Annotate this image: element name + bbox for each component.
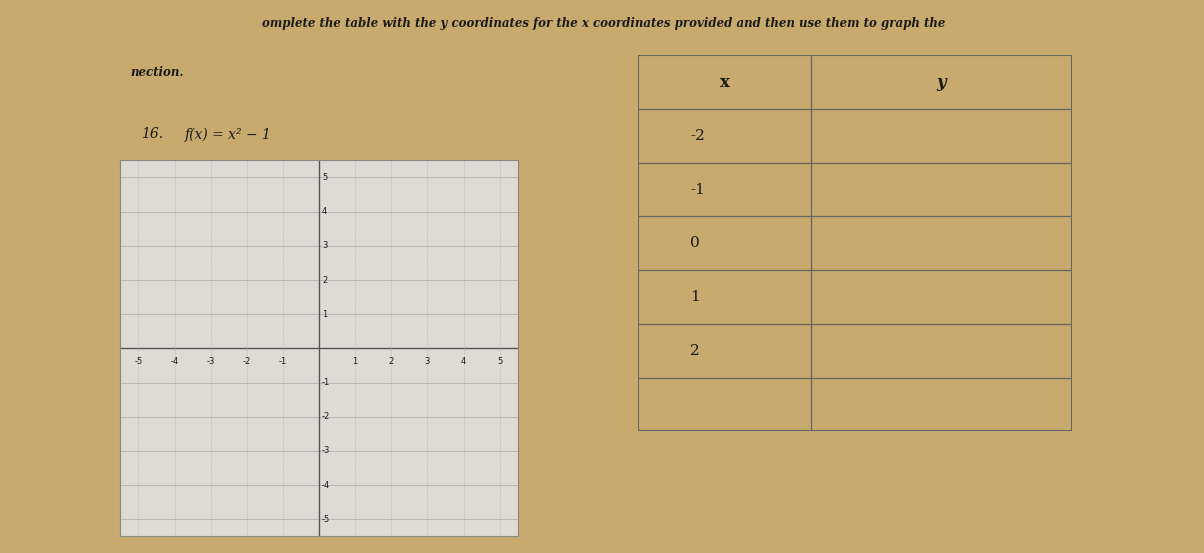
Text: -2: -2 [690, 129, 706, 143]
Text: omplete the table with the y coordinates for the x coordinates provided and then: omplete the table with the y coordinates… [261, 17, 945, 30]
Text: 1: 1 [321, 310, 327, 319]
Text: 4: 4 [461, 357, 466, 366]
Text: 16.: 16. [141, 127, 164, 141]
Text: -2: -2 [321, 412, 330, 421]
Text: -1: -1 [690, 182, 706, 197]
Text: 3: 3 [321, 241, 327, 251]
Text: x: x [720, 74, 730, 91]
Text: -5: -5 [135, 357, 142, 366]
Text: 4: 4 [321, 207, 327, 216]
Text: -5: -5 [321, 515, 330, 524]
Text: 3: 3 [425, 357, 430, 366]
Text: 0: 0 [690, 236, 700, 251]
Text: f(x) = x² − 1: f(x) = x² − 1 [185, 127, 272, 142]
Text: -4: -4 [171, 357, 178, 366]
Text: nection.: nection. [130, 66, 184, 80]
Text: 1: 1 [353, 357, 358, 366]
Text: 2: 2 [690, 344, 700, 358]
Text: y: y [937, 74, 946, 91]
Text: -1: -1 [321, 378, 330, 387]
Text: 2: 2 [321, 275, 327, 285]
Text: 5: 5 [321, 173, 327, 182]
Text: 2: 2 [389, 357, 394, 366]
Text: 1: 1 [690, 290, 700, 304]
Text: -3: -3 [207, 357, 214, 366]
Text: -3: -3 [321, 446, 330, 456]
Text: -4: -4 [321, 481, 330, 489]
Text: -2: -2 [243, 357, 250, 366]
Text: -1: -1 [279, 357, 287, 366]
Text: 5: 5 [497, 357, 502, 366]
